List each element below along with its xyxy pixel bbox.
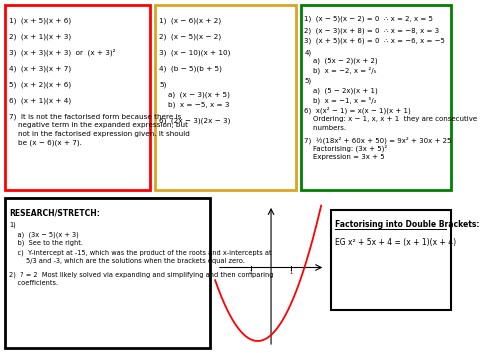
Text: EG x² + 5x + 4 = (x + 1)(x + 4): EG x² + 5x + 4 = (x + 1)(x + 4) (336, 238, 456, 247)
Text: b)  x = −2, x = ²/₅: b) x = −2, x = ²/₅ (304, 67, 377, 74)
Text: 6)  x(x² − 1) = x(x − 1)(x + 1): 6) x(x² − 1) = x(x − 1)(x + 1) (304, 107, 411, 114)
Text: Ordering: x − 1, x, x + 1  they are consecutive: Ordering: x − 1, x, x + 1 they are conse… (304, 116, 478, 122)
Text: 7)  ½(18x² + 60x + 50) = 9x² + 30x + 25: 7) ½(18x² + 60x + 50) = 9x² + 30x + 25 (304, 136, 452, 144)
Text: 5/3 and -3, which are the solutions when the brackets equal zero.: 5/3 and -3, which are the solutions when… (9, 258, 245, 264)
Text: 1: 1 (290, 270, 292, 275)
Text: 3)  (x + 3)(x + 3)  or  (x + 3)²: 3) (x + 3)(x + 3) or (x + 3)² (9, 49, 116, 56)
Text: b)  See to the right.: b) See to the right. (9, 240, 83, 246)
Text: -1: -1 (248, 270, 254, 275)
Text: a)  (3x − 5)(x + 3): a) (3x − 5)(x + 3) (9, 231, 79, 238)
Text: 4)  (x + 3)(x + 7): 4) (x + 3)(x + 7) (9, 65, 71, 72)
Text: negative term in the expanded expression, but: negative term in the expanded expression… (9, 122, 188, 128)
Text: 6)  (x + 1)(x + 4): 6) (x + 1)(x + 4) (9, 97, 71, 103)
Text: 2)  ? = 2  Most likely solved via expanding and simplifying and then comparing: 2) ? = 2 Most likely solved via expandin… (9, 271, 274, 277)
Text: Expression = 3x + 5: Expression = 3x + 5 (304, 154, 385, 160)
Text: c)  Y-intercept at -15, which was the product of the roots and x-intercepts at: c) Y-intercept at -15, which was the pro… (9, 249, 272, 256)
Text: 4): 4) (304, 49, 312, 55)
Text: RESEARCH/STRETCH:: RESEARCH/STRETCH: (9, 208, 100, 217)
Text: a)  (5x − 2)(x + 2): a) (5x − 2)(x + 2) (304, 58, 378, 65)
Text: not in the factorised expression given. It should: not in the factorised expression given. … (9, 131, 190, 137)
Bar (155, 5, 296, 190)
Bar (300, 5, 451, 190)
Text: 3)  (x + 5)(x + 6) = 0  ∴ x = −6, x = −5: 3) (x + 5)(x + 6) = 0 ∴ x = −6, x = −5 (304, 38, 445, 44)
Text: Factorising: (3x + 5)²: Factorising: (3x + 5)² (304, 145, 388, 152)
Text: coefficients.: coefficients. (9, 280, 58, 286)
Text: 5): 5) (160, 81, 167, 88)
Text: 1)  (x + 5)(x + 6): 1) (x + 5)(x + 6) (9, 17, 71, 24)
Text: a)  (x − 3)(x + 5): a) (x − 3)(x + 5) (160, 91, 230, 97)
Text: 1)  (x − 5)(x − 2) = 0  ∴ x = 2, x = 5: 1) (x − 5)(x − 2) = 0 ∴ x = 2, x = 5 (304, 16, 433, 23)
Text: 5)  (x + 2)(x + 6): 5) (x + 2)(x + 6) (9, 81, 71, 88)
Text: 4)  (b − 5)(b + 5): 4) (b − 5)(b + 5) (160, 65, 222, 72)
Text: 2)  (x − 5)(x − 2): 2) (x − 5)(x − 2) (160, 33, 222, 40)
Text: 1): 1) (9, 221, 16, 227)
Bar (330, 210, 451, 310)
Text: 2)  (x − 3)(x + 8) = 0  ∴ x = −8, x = 3: 2) (x − 3)(x + 8) = 0 ∴ x = −8, x = 3 (304, 27, 440, 34)
Text: 5): 5) (304, 78, 312, 84)
Text: numbers.: numbers. (304, 125, 346, 131)
Text: b)  x = −5, x = 3: b) x = −5, x = 3 (160, 101, 230, 108)
Text: 7)  It is not the factorised form because there is: 7) It is not the factorised form because… (9, 113, 182, 120)
Text: be (x − 6)(x + 7).: be (x − 6)(x + 7). (9, 140, 82, 146)
Text: 2)  (x + 1)(x + 3): 2) (x + 1)(x + 3) (9, 33, 71, 40)
Text: 6)  (2x − 3)(2x − 3): 6) (2x − 3)(2x − 3) (160, 117, 231, 124)
Text: a)  (5 − 2x)(x + 1): a) (5 − 2x)(x + 1) (304, 87, 378, 94)
Text: b)  x = −1, x = ⁵/₂: b) x = −1, x = ⁵/₂ (304, 96, 377, 103)
Text: Factorising into Double Brackets:: Factorising into Double Brackets: (336, 220, 480, 229)
Bar (4, 5, 150, 190)
Text: 1)  (x − 6)(x + 2): 1) (x − 6)(x + 2) (160, 17, 222, 24)
Text: 3)  (x − 10)(x + 10): 3) (x − 10)(x + 10) (160, 49, 231, 55)
Bar (4, 198, 210, 348)
